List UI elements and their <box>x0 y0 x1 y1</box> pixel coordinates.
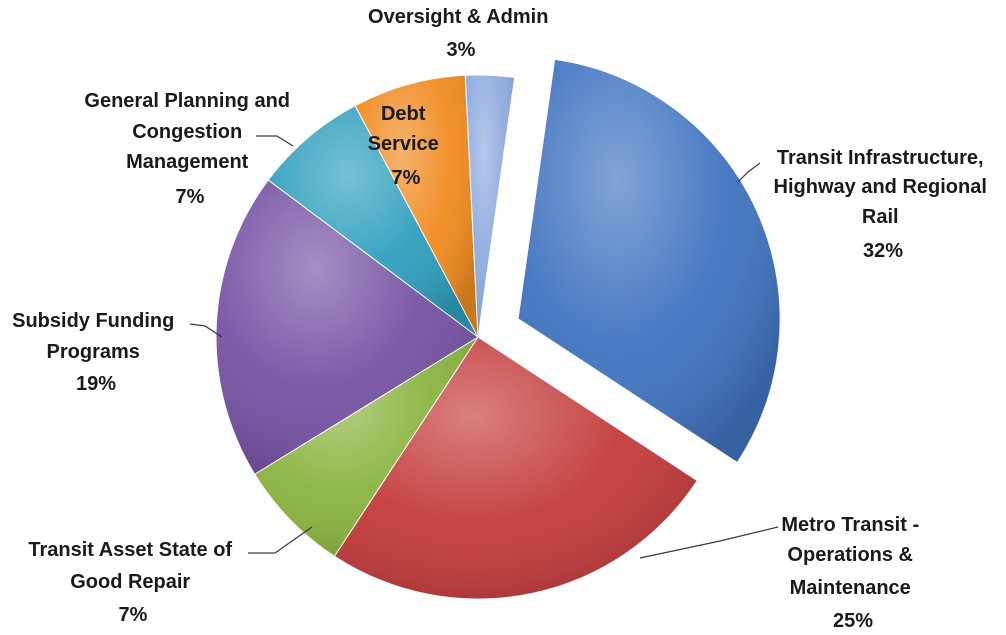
leader-general-planning <box>256 135 294 147</box>
label-line: Operations & <box>787 544 913 566</box>
svg-text:Debt Service 7%: Debt Service 7% <box>368 103 445 189</box>
svg-text:Transit Asset State of G: Transit Asset State of Good Repair 7% <box>28 539 237 626</box>
leader-lines <box>189 135 779 559</box>
pie-slice-sheen <box>216 179 478 475</box>
slice-label-oversight-admin: Oversight & Admin 3% <box>368 6 554 61</box>
pie-slices <box>215 58 781 600</box>
label-line: General Planning and <box>84 90 290 112</box>
slice-label-debt-service: Debt Service 7% <box>368 103 445 189</box>
slice-label-subsidy-funding: Subsidy Funding Programs 19% <box>12 310 180 395</box>
slice-label-general-planning: General Planning and Congestion Manageme… <box>84 90 295 208</box>
leader-transit-infrastructure <box>737 162 761 183</box>
pie-slice-sheen <box>355 75 478 337</box>
label-line: Congestion <box>132 121 242 143</box>
percent-label: 7% <box>176 186 205 208</box>
pie-slice-sheen <box>334 337 698 599</box>
label-line: Oversight & Admin <box>368 6 548 28</box>
percent-label: 32% <box>863 240 903 262</box>
percent-label: 25% <box>833 610 873 632</box>
label-line: Transit Asset State of <box>28 539 232 561</box>
label-line: Subsidy Funding <box>12 310 174 332</box>
pie-slice-sheen <box>254 337 478 557</box>
pie-slice-sheen <box>518 59 781 463</box>
percent-label: 19% <box>76 373 116 395</box>
svg-text:Oversight & Admin 3%: Oversight & Admin 3% <box>368 6 554 61</box>
pie-slice-sheen <box>268 105 478 337</box>
slice-label-transit-infrastructure: Transit Infrastructure, Highway and Regi… <box>774 147 993 262</box>
label-line: Programs <box>47 341 140 363</box>
leader-asset-state <box>248 526 313 554</box>
label-line: Transit Infrastructure, <box>777 147 984 169</box>
label-line: Good Repair <box>70 571 190 593</box>
slice-label-metro-transit: Metro Transit - Operations & Maintenance… <box>781 514 924 632</box>
svg-text:Subsidy Funding Programs: Subsidy Funding Programs 19% <box>12 310 180 395</box>
label-line: Highway and Regional <box>774 176 987 198</box>
pie-slice-sheen <box>465 74 515 337</box>
label-line: Management <box>126 151 249 173</box>
slice-label-asset-state-good-repair: Transit Asset State of Good Repair 7% <box>28 539 237 626</box>
label-line: Service <box>368 133 439 155</box>
label-line: Maintenance <box>790 577 911 599</box>
percent-label: 3% <box>447 39 476 61</box>
leader-subsidy-funding <box>189 323 223 338</box>
label-line: Metro Transit - <box>781 514 919 536</box>
percent-label: 7% <box>392 167 421 189</box>
svg-text:Transit Infrastructure,: Transit Infrastructure, Highway and Regi… <box>774 147 993 262</box>
percent-label: 7% <box>119 604 148 626</box>
label-line: Debt <box>381 103 426 125</box>
svg-text:Metro Transit - Operatio: Metro Transit - Operations & Maintenance… <box>781 514 924 632</box>
svg-text:General Planning and Con: General Planning and Congestion Manageme… <box>84 90 295 208</box>
label-line: Rail <box>862 206 899 228</box>
leader-metro-transit <box>639 526 779 559</box>
